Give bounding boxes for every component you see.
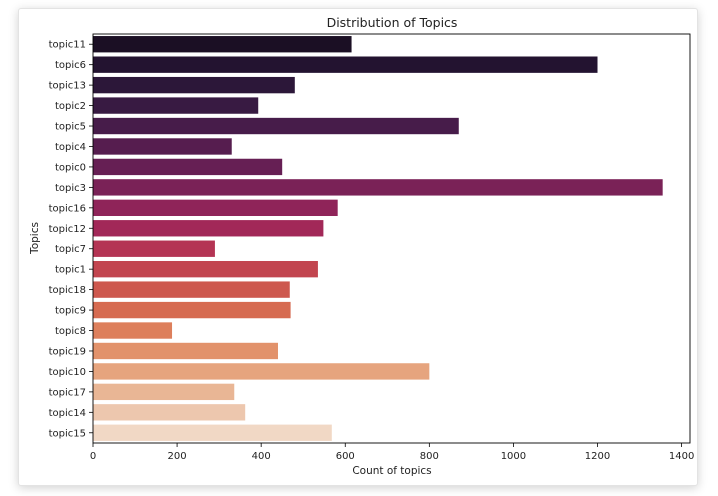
y-tick-label: topic4	[55, 142, 86, 153]
y-tick-label: topic5	[55, 122, 86, 133]
y-tick-label: topic7	[55, 244, 86, 255]
y-tick-label: topic8	[55, 326, 86, 337]
y-tick-label: topic18	[49, 285, 86, 296]
x-tick-label: 600	[336, 451, 355, 462]
bar-topic0	[93, 158, 283, 176]
y-axis-label: Topics	[29, 222, 41, 255]
y-tick-label: topic13	[49, 81, 86, 92]
x-tick-label: 200	[168, 451, 187, 462]
x-axis-label: Count of topics	[352, 465, 431, 477]
bar-topic3	[93, 179, 663, 196]
bars-group	[93, 36, 663, 441]
x-tick-label: 1400	[669, 451, 694, 462]
bar-topic17	[93, 383, 235, 401]
y-tick-label: topic3	[55, 183, 86, 194]
y-tick-label: topic14	[49, 408, 86, 419]
bar-topic4	[93, 138, 232, 155]
bar-topic5	[93, 117, 459, 135]
y-tick-label: topic9	[55, 306, 86, 317]
bar-topic12	[93, 220, 324, 237]
bar-topic13	[93, 76, 295, 94]
y-tick-label: topic10	[49, 367, 86, 378]
x-tick-label: 800	[420, 451, 439, 462]
bar-topic14	[93, 404, 246, 421]
y-tick-label: topic15	[49, 428, 86, 439]
bar-topic16	[93, 199, 338, 217]
x-ticks: 0 200 400 600 800 1000 1200 1400	[90, 443, 694, 462]
bar-topic18	[93, 281, 290, 298]
y-tick-label: topic16	[49, 203, 86, 214]
y-tick-label: topic6	[55, 60, 86, 71]
x-tick-label: 400	[252, 451, 271, 462]
y-tick-label: topic0	[55, 162, 86, 173]
y-tick-label: topic19	[49, 346, 86, 357]
x-tick-label: 1000	[501, 451, 526, 462]
bar-topic6	[93, 56, 598, 73]
bar-topic10	[93, 363, 430, 380]
y-tick-label: topic17	[49, 387, 86, 398]
bar-topic11	[93, 36, 352, 53]
bar-topic15	[93, 424, 332, 441]
chart-title: Distribution of Topics	[327, 15, 458, 30]
axes-frame	[92, 33, 691, 444]
bar-topic1	[93, 260, 318, 278]
y-tick-label: topic11	[49, 40, 86, 51]
y-tick-label: topic1	[55, 265, 86, 276]
bar-topic2	[93, 97, 259, 114]
bar-topic8	[93, 322, 173, 339]
y-tick-label: topic2	[55, 101, 86, 112]
x-tick-label: 1200	[585, 451, 610, 462]
bar-topic19	[93, 342, 278, 360]
y-tick-labels: topic11 topic6 topic13 topic2 topic5 topic4 to…	[49, 40, 93, 439]
bar-topic7	[93, 240, 215, 257]
x-tick-label: 0	[90, 451, 96, 462]
y-tick-label: topic12	[49, 224, 86, 235]
bar-topic9	[93, 301, 291, 319]
